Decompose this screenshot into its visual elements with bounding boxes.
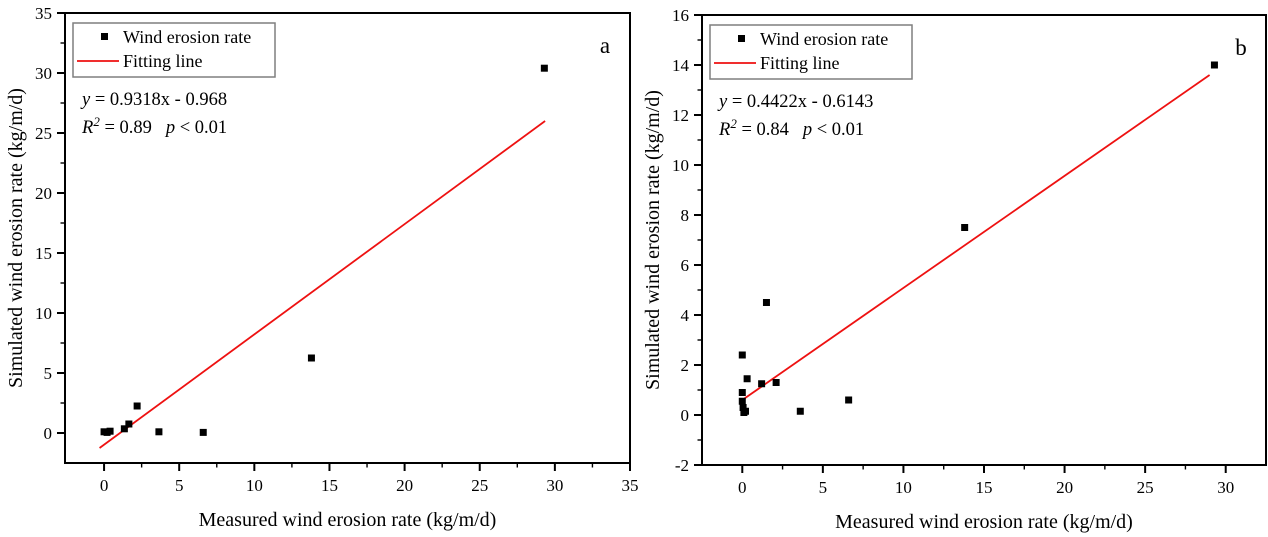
y-tick-label: 10 bbox=[35, 304, 52, 323]
x-tick-label: 25 bbox=[1137, 478, 1154, 497]
y-tick-label: 4 bbox=[681, 306, 690, 325]
x-tick-label: 0 bbox=[100, 476, 109, 495]
data-point bbox=[845, 396, 853, 404]
data-point bbox=[742, 407, 750, 415]
x-tick-label: 30 bbox=[546, 476, 563, 495]
y-axis-title: Simulated wind erosion rate (kg/m/d) bbox=[642, 90, 664, 390]
panel-label-b: b bbox=[1235, 35, 1247, 60]
x-tick-label: 20 bbox=[396, 476, 413, 495]
legend-marker-square bbox=[738, 35, 745, 42]
data-point bbox=[125, 420, 133, 428]
legend-label-line: Fitting line bbox=[760, 53, 840, 73]
x-tick-label: 0 bbox=[738, 478, 747, 497]
y-tick-label: 20 bbox=[35, 184, 52, 203]
panel-label-a: a bbox=[600, 33, 610, 58]
y-tick-label: 14 bbox=[672, 56, 690, 75]
x-tick-label: 5 bbox=[819, 478, 828, 497]
legend-box bbox=[709, 24, 913, 80]
data-point bbox=[961, 224, 969, 231]
y-tick-label: 12 bbox=[672, 106, 689, 125]
x-tick-label: 15 bbox=[976, 478, 993, 497]
x-tick-label: 10 bbox=[895, 478, 912, 497]
data-point bbox=[738, 351, 746, 359]
data-point bbox=[738, 397, 746, 405]
legend-label-points: Wind erosion rate bbox=[123, 27, 251, 47]
x-tick-label: 35 bbox=[622, 476, 639, 495]
y-tick-label: 2 bbox=[681, 356, 690, 375]
fit-equation-text: y = 0.9318x - 0.968 bbox=[80, 90, 227, 110]
y-tick-label: 16 bbox=[672, 6, 689, 25]
data-point bbox=[738, 389, 746, 396]
data-point bbox=[796, 407, 804, 415]
y-tick-label: 30 bbox=[35, 64, 52, 83]
y-tick-label: 5 bbox=[44, 364, 53, 383]
y-tick-label: 15 bbox=[35, 244, 52, 263]
x-tick-label: 20 bbox=[1056, 478, 1073, 497]
fitting-line bbox=[741, 74, 1211, 401]
data-point bbox=[307, 354, 315, 362]
y-tick-label: 8 bbox=[681, 206, 690, 225]
data-point bbox=[199, 428, 207, 436]
y-tick-label: -2 bbox=[675, 456, 689, 475]
y-axis-title: Simulated wind erosion rate (kg/m/d) bbox=[5, 88, 27, 388]
data-point bbox=[540, 64, 548, 72]
data-point bbox=[106, 427, 114, 435]
data-point bbox=[155, 428, 163, 436]
fit-equation-text: y = 0.4422x - 0.6143 bbox=[717, 92, 873, 112]
data-point bbox=[772, 379, 780, 386]
x-tick-label: 25 bbox=[471, 476, 488, 495]
panel-a: 0 5 10 15 20 25 30 35 0 5 10 15 20 25 30 35 Measured win… bbox=[5, 4, 639, 531]
data-point bbox=[762, 299, 770, 306]
legend-label-points: Wind erosion rate bbox=[760, 29, 888, 49]
y-tick-label: 25 bbox=[35, 124, 52, 143]
y-tick-label: 0 bbox=[44, 424, 53, 443]
legend-label-line: Fitting line bbox=[123, 51, 203, 71]
data-point bbox=[743, 375, 751, 383]
x-tick-label: 5 bbox=[175, 476, 184, 495]
y-tick-label: 0 bbox=[681, 406, 690, 425]
x-tick-label: 10 bbox=[246, 476, 263, 495]
r-squared-p-text: R2 = 0.89 p < 0.01 bbox=[81, 114, 227, 138]
y-tick-label: 6 bbox=[681, 256, 690, 275]
data-point bbox=[120, 425, 128, 433]
data-point bbox=[739, 404, 747, 411]
x-tick-label: 15 bbox=[321, 476, 338, 495]
data-point bbox=[133, 402, 141, 410]
y-tick-label: 10 bbox=[672, 156, 689, 175]
data-point bbox=[758, 380, 766, 388]
plot-frame bbox=[701, 14, 1267, 466]
plot-frame bbox=[64, 12, 631, 464]
fitting-line bbox=[99, 120, 546, 449]
x-axis-title: Measured wind erosion rate (kg/m/d) bbox=[199, 509, 497, 531]
panel-b: 0 5 10 15 20 25 30 -2 0 2 4 6 8 10 12 14 16 Measured wind… bbox=[642, 6, 1267, 533]
data-point bbox=[1210, 61, 1218, 69]
legend-box bbox=[72, 22, 276, 78]
x-axis-title: Measured wind erosion rate (kg/m/d) bbox=[835, 511, 1133, 533]
legend-marker-square bbox=[101, 33, 108, 40]
y-tick-label: 35 bbox=[35, 4, 52, 23]
x-tick-label: 30 bbox=[1217, 478, 1234, 497]
r-squared-p-text: R2 = 0.84 p < 0.01 bbox=[718, 116, 864, 140]
